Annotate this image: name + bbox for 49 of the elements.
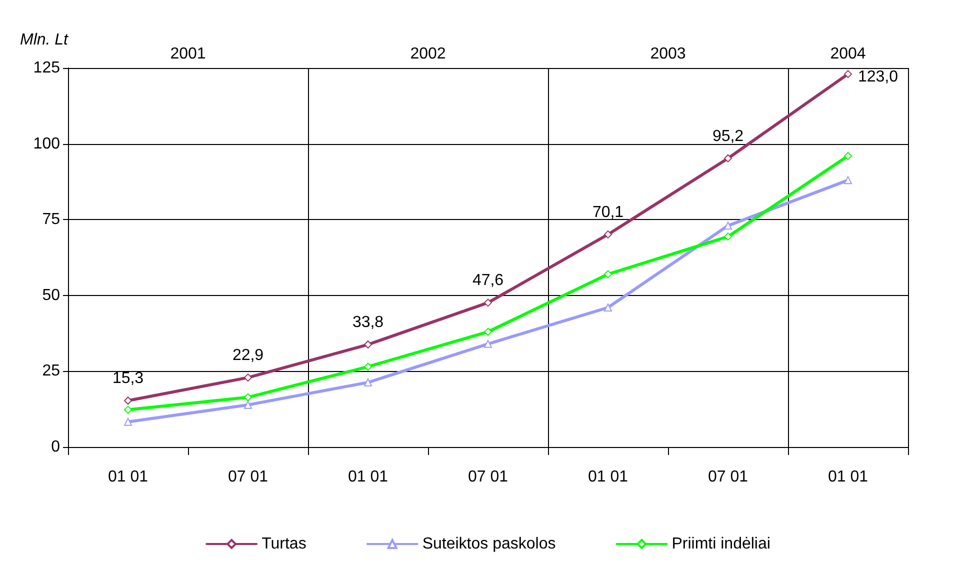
- y-tick-label: 125: [33, 60, 60, 76]
- data-label: 33,8: [352, 314, 384, 332]
- y-tick-label: 50: [42, 286, 60, 304]
- point: [844, 70, 852, 78]
- text: 2002: [410, 46, 446, 62]
- point: [364, 340, 372, 349]
- x-tick-label: 07 01: [228, 468, 268, 486]
- point: [364, 362, 372, 371]
- y-tick-label: 100: [33, 135, 60, 152]
- point: [124, 406, 132, 414]
- point: [124, 396, 132, 405]
- point: [844, 176, 852, 184]
- point: [484, 298, 492, 307]
- point: [124, 418, 132, 426]
- data-label: 70,1: [592, 204, 624, 221]
- y-tick-label: 25: [42, 362, 60, 380]
- point: [724, 154, 732, 162]
- point: [604, 270, 612, 278]
- x-tick-label: 07 01: [708, 468, 748, 486]
- data-label: 123,0: [858, 68, 898, 86]
- x-tick-label: 07 01: [468, 468, 508, 486]
- point: [604, 230, 612, 238]
- point: [244, 374, 252, 382]
- data-label: 22,9: [232, 347, 264, 364]
- data-label: 15,3: [112, 370, 144, 388]
- legend-label: Suteiktos paskolos: [422, 536, 556, 552]
- point: [604, 304, 612, 312]
- point: [364, 378, 372, 386]
- x-tick-label: 01 01: [588, 468, 628, 486]
- legend-label: Priimti indėliai: [672, 536, 770, 552]
- text: 2003: [650, 46, 686, 62]
- x-tick-label: 01 01: [348, 468, 388, 486]
- point: [724, 222, 732, 230]
- y-axis-title: Mln. Lt: [20, 32, 69, 48]
- point: [484, 328, 492, 336]
- y-tick-label: 0: [51, 438, 60, 456]
- point: [244, 393, 252, 402]
- text: 2001: [170, 46, 206, 62]
- data-label: 47,6: [472, 272, 504, 290]
- text: 2004: [830, 46, 866, 62]
- x-tick-label: 01 01: [828, 468, 868, 486]
- point: [844, 152, 852, 160]
- point: [244, 400, 252, 409]
- x-tick-label: 01 01: [108, 468, 148, 486]
- y-tick-label: 75: [42, 211, 60, 228]
- point: [484, 340, 492, 348]
- legend-label: Turtas: [262, 536, 306, 552]
- data-label: 95,2: [712, 128, 744, 145]
- point: [724, 232, 732, 241]
